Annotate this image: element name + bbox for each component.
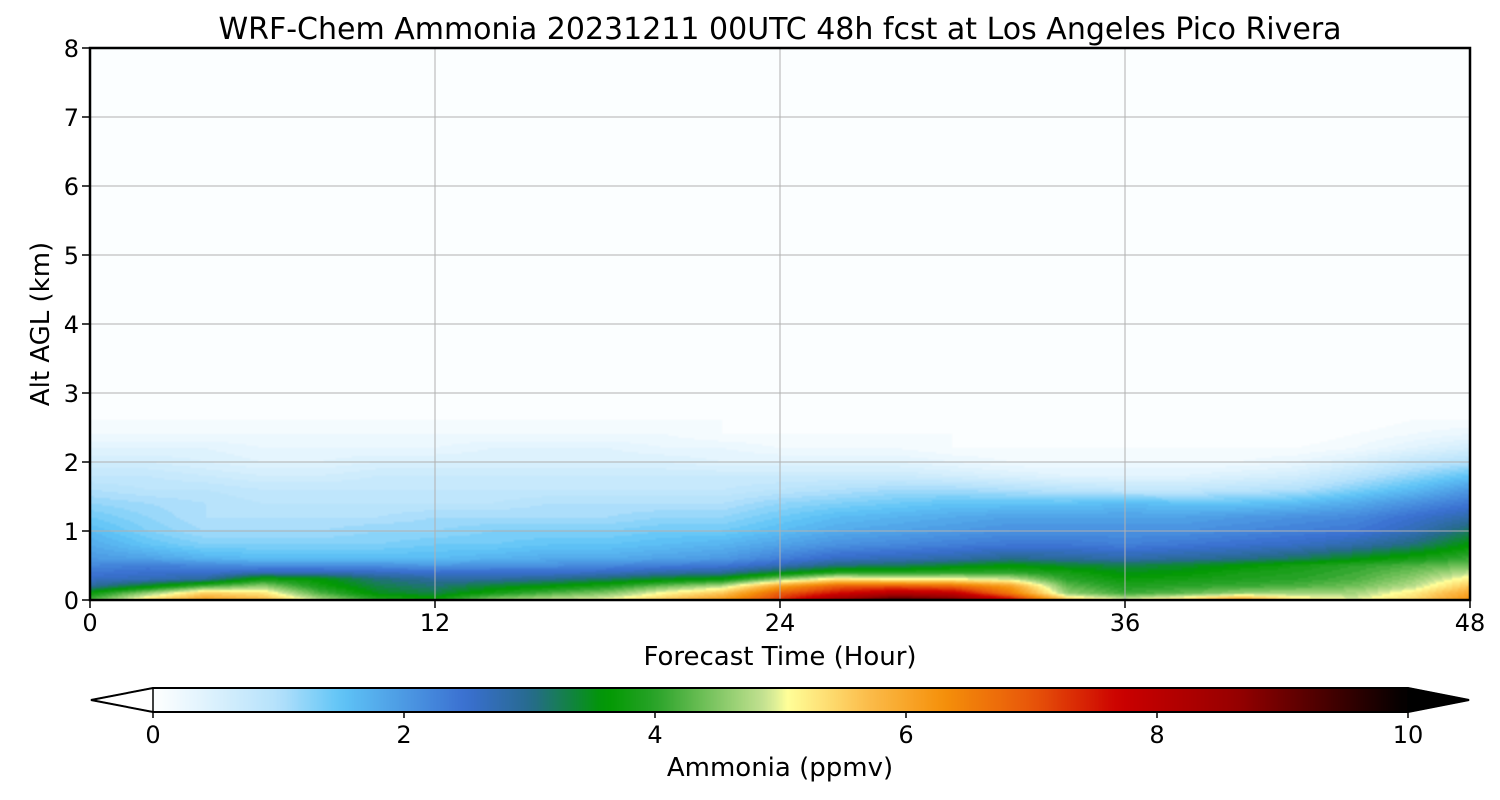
colorbar-under-arrow — [90, 687, 154, 713]
y-tick-label: 4 — [64, 311, 79, 339]
colorbar-tick-label: 4 — [647, 721, 662, 749]
colorbar-ticks: 0 2 4 6 8 10 — [145, 712, 1423, 749]
x-axis-label: Forecast Time (Hour) — [643, 642, 916, 672]
colorbar-tick-label: 0 — [145, 721, 160, 749]
y-tick-label: 3 — [64, 380, 79, 408]
colorbar-over-arrow — [1407, 687, 1470, 713]
y-tick-label: 2 — [64, 449, 79, 477]
x-tick-label: 0 — [82, 609, 97, 637]
colorbar-tick-label: 8 — [1149, 721, 1164, 749]
x-axis-ticks: 0 12 24 36 48 — [82, 600, 1485, 637]
y-tick-label: 6 — [64, 173, 79, 201]
chart-title: WRF-Chem Ammonia 20231211 00UTC 48h fcst… — [218, 12, 1341, 47]
colorbar-tick-label: 6 — [898, 721, 913, 749]
x-tick-label: 36 — [1110, 609, 1141, 637]
y-tick-label: 1 — [64, 518, 79, 546]
x-tick-label: 48 — [1455, 609, 1486, 637]
y-tick-label: 8 — [64, 35, 79, 63]
y-tick-label: 0 — [64, 587, 79, 615]
y-tick-label: 7 — [64, 104, 79, 132]
x-tick-label: 24 — [765, 609, 796, 637]
y-axis-ticks: 0 1 2 3 4 5 6 7 8 — [64, 35, 90, 615]
colorbar-gradient — [153, 688, 1408, 712]
colorbar-tick-label: 10 — [1393, 721, 1424, 749]
y-axis-label: Alt AGL (km) — [26, 242, 56, 406]
colorbar-tick-label: 2 — [396, 721, 411, 749]
colorbar: 0 2 4 6 8 10 — [90, 687, 1470, 749]
colorbar-label: Ammonia (ppmv) — [667, 753, 893, 783]
x-tick-label: 12 — [420, 609, 451, 637]
y-tick-label: 5 — [64, 242, 79, 270]
